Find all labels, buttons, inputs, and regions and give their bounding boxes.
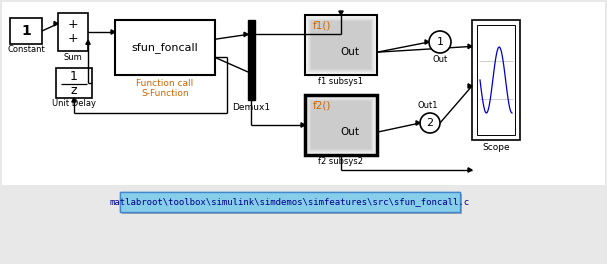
Text: +: + — [68, 32, 78, 45]
Text: Function call: Function call — [137, 78, 194, 87]
Text: Out: Out — [340, 47, 359, 57]
Bar — [2, 2, 605, 185]
Bar — [305, 15, 377, 75]
Text: 1: 1 — [436, 37, 444, 47]
Text: matlabroot\toolbox\simulink\simdemos\simfeatures\src\sfun_foncall.c: matlabroot\toolbox\simulink\simdemos\sim… — [110, 197, 470, 206]
Bar — [308, 98, 374, 152]
Text: Demux1: Demux1 — [232, 102, 271, 111]
Text: f2(): f2() — [313, 101, 331, 111]
Text: Out: Out — [340, 127, 359, 137]
Text: Constant: Constant — [7, 45, 45, 54]
Bar — [120, 192, 460, 212]
Polygon shape — [339, 11, 343, 15]
Bar — [311, 21, 371, 69]
Bar — [306, 16, 376, 74]
Bar — [310, 100, 371, 150]
Bar — [305, 95, 377, 155]
Bar — [56, 68, 92, 98]
Bar — [310, 100, 372, 150]
Bar — [310, 20, 372, 70]
Bar — [305, 96, 376, 154]
Bar — [472, 20, 520, 140]
Text: f2 subsys2: f2 subsys2 — [319, 158, 364, 167]
Text: 1: 1 — [70, 70, 78, 83]
Bar — [122, 194, 462, 214]
Text: +: + — [68, 18, 78, 31]
Bar — [310, 20, 371, 70]
Text: 2: 2 — [427, 118, 433, 128]
Text: Out1: Out1 — [418, 101, 438, 111]
Bar — [307, 97, 375, 153]
Bar — [311, 101, 371, 149]
Text: f1(): f1() — [313, 21, 331, 31]
Bar — [477, 25, 515, 135]
Text: sfun_foncall: sfun_foncall — [132, 42, 198, 53]
Polygon shape — [425, 40, 429, 44]
Text: Out: Out — [432, 55, 447, 64]
Circle shape — [429, 31, 451, 53]
Bar — [10, 18, 42, 44]
Bar — [248, 20, 255, 100]
Bar — [115, 20, 215, 75]
Bar — [305, 15, 377, 75]
Bar — [305, 95, 377, 155]
Text: S-Function: S-Function — [141, 88, 189, 97]
Bar — [308, 18, 373, 72]
Polygon shape — [301, 123, 305, 127]
Text: Sum: Sum — [64, 53, 83, 62]
Bar — [120, 192, 460, 212]
Text: z: z — [71, 84, 77, 97]
Bar — [309, 99, 373, 151]
Polygon shape — [111, 30, 115, 34]
Polygon shape — [244, 32, 248, 37]
Polygon shape — [416, 121, 420, 125]
Bar — [307, 97, 375, 153]
Polygon shape — [72, 98, 76, 102]
Polygon shape — [468, 44, 472, 49]
Text: f1 subsys1: f1 subsys1 — [319, 78, 364, 87]
Bar — [309, 19, 373, 71]
Text: Scope: Scope — [482, 143, 510, 152]
Bar — [308, 18, 374, 72]
Polygon shape — [468, 168, 472, 172]
Text: Unit Delay: Unit Delay — [52, 100, 96, 109]
Polygon shape — [54, 21, 58, 26]
Circle shape — [420, 113, 440, 133]
Bar — [307, 17, 375, 73]
Bar — [308, 98, 373, 152]
Bar — [311, 21, 371, 69]
Bar — [305, 16, 376, 74]
Polygon shape — [86, 40, 90, 44]
Polygon shape — [468, 84, 472, 88]
Bar — [58, 13, 88, 51]
Bar — [306, 96, 376, 154]
Text: 1: 1 — [21, 24, 31, 38]
Bar — [307, 17, 375, 73]
Bar — [311, 101, 371, 149]
